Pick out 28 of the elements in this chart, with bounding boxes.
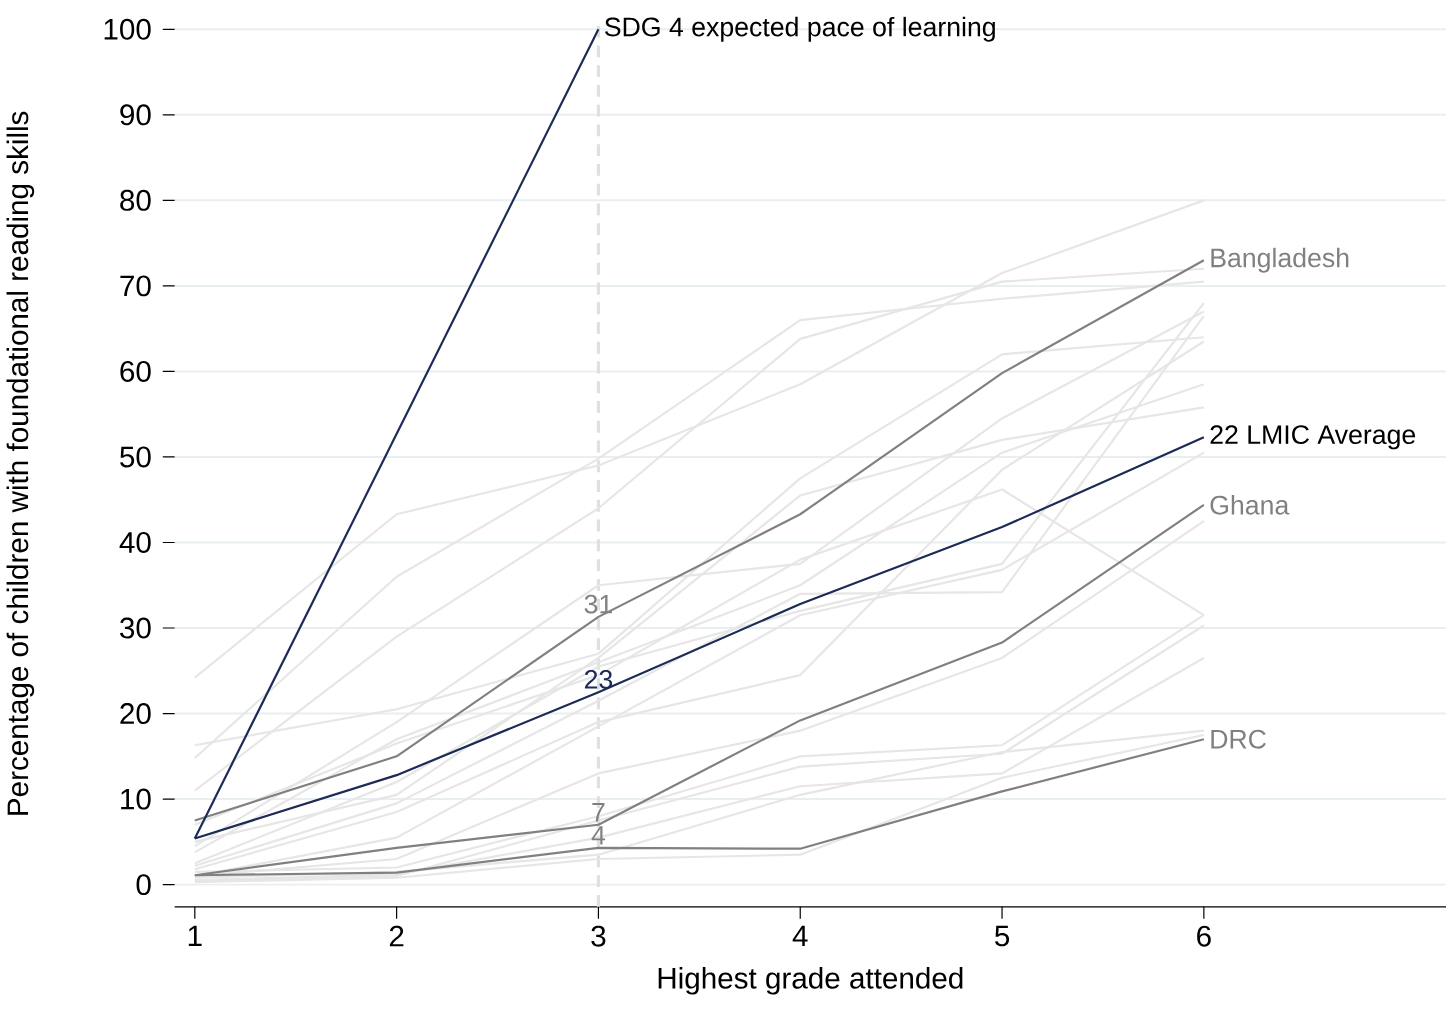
series-label: Ghana (1210, 495, 1290, 515)
data-label: 4 (591, 826, 606, 845)
x-tick-label: 6 (1197, 925, 1211, 947)
y-tick-label: 100 (104, 19, 151, 40)
x-tick-label: 3 (591, 925, 606, 947)
y-tick-label: 20 (120, 703, 151, 725)
y-axis-title: Percentage of children with foundational reading skills (6, 111, 35, 815)
y-tick-label: 10 (121, 788, 151, 810)
y-tick-label: 40 (119, 532, 151, 554)
y-tick-label: 0 (136, 874, 151, 896)
data-label: 23 (584, 670, 613, 690)
y-tick-label: 90 (120, 104, 151, 126)
y-tick-label: 50 (120, 446, 151, 468)
data-label: 7 (592, 803, 605, 822)
x-tick-label: 4 (792, 925, 808, 947)
series-label: SDG 4 expected pace of learning (604, 17, 995, 42)
x-tick-label: 1 (188, 925, 202, 947)
y-tick-label: 30 (120, 617, 151, 639)
series-label: Bangladesh (1211, 248, 1349, 273)
series-label: DRC (1211, 729, 1266, 749)
x-tick-label: 5 (994, 925, 1010, 947)
x-tick-label: 2 (389, 925, 404, 947)
y-tick-label: 70 (120, 275, 151, 297)
data-label: 31 (584, 594, 612, 614)
x-axis-title: Highest grade attended (658, 967, 963, 995)
series-label: 22 LMIC Average (1210, 425, 1416, 450)
y-tick-label: 60 (120, 361, 151, 383)
y-tick-label: 80 (120, 190, 151, 212)
